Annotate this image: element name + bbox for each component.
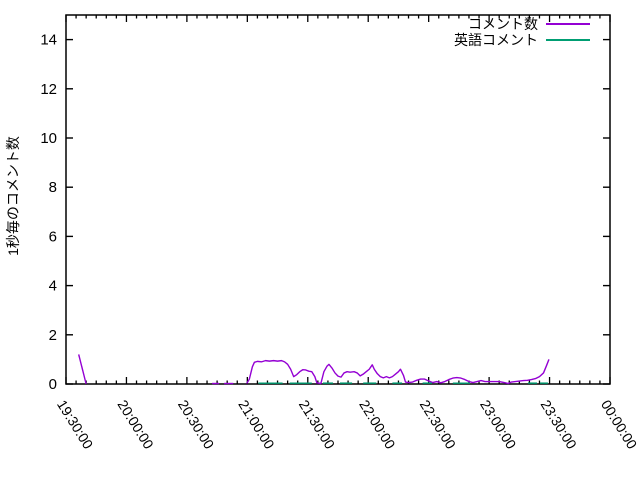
legend-label-comments: コメント数 bbox=[468, 16, 538, 32]
legend-line-sample-english-comments bbox=[546, 39, 590, 41]
series-comments-line bbox=[78, 354, 87, 385]
legend-entry-comments: コメント数 bbox=[454, 16, 590, 32]
x-tick-label: 20:30:00 bbox=[175, 397, 218, 452]
y-tick-label: 4 bbox=[49, 278, 57, 295]
y-tick-label: 12 bbox=[40, 81, 57, 98]
x-tick-label: 21:00:00 bbox=[235, 397, 278, 452]
x-tick-label: 22:00:00 bbox=[356, 397, 399, 452]
x-tick-label: 23:30:00 bbox=[538, 397, 581, 452]
plot-border bbox=[65, 14, 611, 385]
x-tick-label: 23:00:00 bbox=[477, 397, 520, 452]
y-tick-label: 0 bbox=[49, 376, 57, 393]
series-comments-line bbox=[246, 359, 550, 385]
x-tick-label: 22:30:00 bbox=[417, 397, 460, 452]
y-tick-label: 8 bbox=[49, 179, 57, 196]
y-tick-label: 6 bbox=[49, 228, 57, 245]
y-tick-label: 2 bbox=[49, 327, 57, 344]
x-tick-label: 21:30:00 bbox=[296, 397, 339, 452]
x-tick-label: 20:00:00 bbox=[114, 397, 157, 452]
y-axis-label: 1秒毎のコメント数 bbox=[5, 136, 21, 256]
y-tick-label: 14 bbox=[40, 32, 57, 49]
legend-line-sample-comments bbox=[546, 23, 590, 25]
legend-label-english-comments: 英語コメント bbox=[454, 32, 538, 48]
legend-entry-english-comments: 英語コメント bbox=[454, 32, 590, 48]
x-tick-label: 19:30:00 bbox=[54, 397, 97, 452]
legend: コメント数 英語コメント bbox=[454, 16, 590, 48]
x-tick-label: 00:00:00 bbox=[598, 397, 640, 452]
y-tick-label: 10 bbox=[40, 130, 57, 147]
